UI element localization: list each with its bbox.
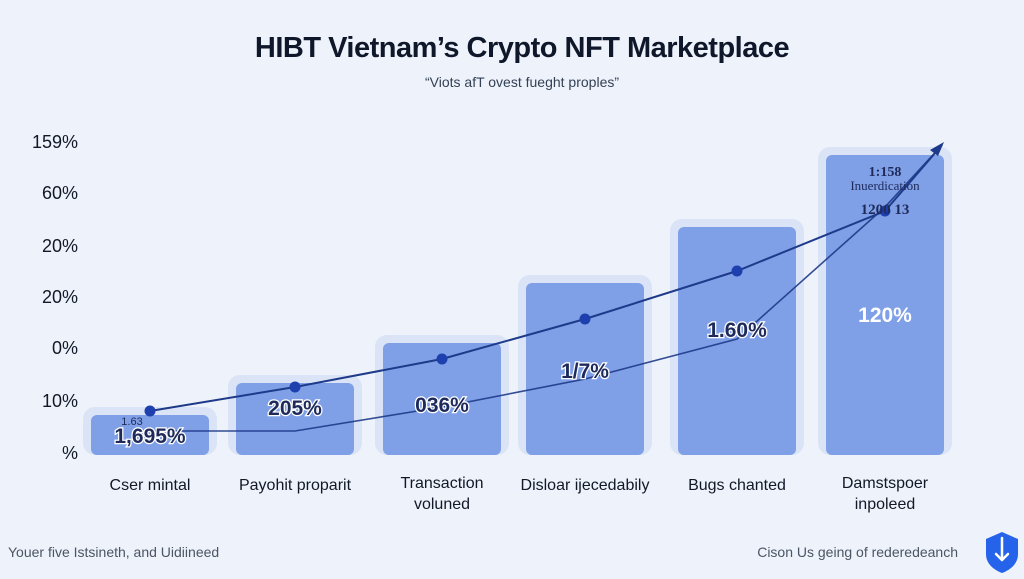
footer-left-note: Youer five Istsineth, and Uidiineed (8, 544, 220, 560)
chart-subtitle: “Viots afT ovest fueght proples” (424, 74, 620, 90)
bar-value-label: 036% (415, 394, 469, 417)
trend-arrow-head (930, 142, 944, 156)
bar-value-label: 1.60% (707, 319, 767, 342)
y-tick-label: 20% (42, 287, 78, 307)
trend-marker (579, 313, 591, 325)
category-label: Damstspoer inpoleed (842, 475, 929, 513)
category-label: Bugs chanted (688, 477, 786, 494)
bar-annotation: 1:158 (869, 165, 902, 180)
bar (826, 155, 944, 455)
trend-marker (731, 265, 743, 277)
trend-marker (289, 381, 301, 393)
y-tick-label: 60% (42, 183, 78, 203)
category-label: Transaction voluned (401, 475, 484, 513)
chart-title: HIBT Vietnam’s Crypto NFT Marketplace (254, 32, 790, 64)
trend-marker (436, 353, 448, 365)
bar (383, 343, 501, 455)
bar-annotation: Inuerdication (850, 178, 920, 193)
bar-value-label: 1,695% (114, 425, 186, 448)
y-tick-label: % (62, 443, 78, 463)
trend-marker (879, 205, 891, 217)
shield-logo-icon (984, 530, 1020, 579)
bar-annotation: 1200 13 (861, 202, 910, 218)
bar (526, 283, 644, 455)
footer-right-note: Cison Us geing of rederedeanch (757, 544, 958, 560)
bar-value-label: 1/7% (561, 360, 609, 383)
y-tick-label: 10% (42, 391, 78, 411)
bar-value-label: 120% (858, 304, 912, 327)
y-tick-label: 0% (52, 338, 78, 358)
bar (91, 415, 209, 455)
bar (678, 227, 796, 455)
category-label: Cser mintal (110, 477, 191, 494)
y-tick-label: 159% (32, 132, 78, 152)
category-label: Payohit proparit (239, 477, 352, 494)
y-tick-label: 20% (42, 236, 78, 256)
category-label: Disloar ijecedabily (521, 477, 650, 494)
bar (236, 383, 354, 455)
trend-marker (144, 405, 156, 417)
bar-small-label: 1.63 (121, 416, 142, 428)
bar-value-label: 205% (268, 397, 322, 420)
